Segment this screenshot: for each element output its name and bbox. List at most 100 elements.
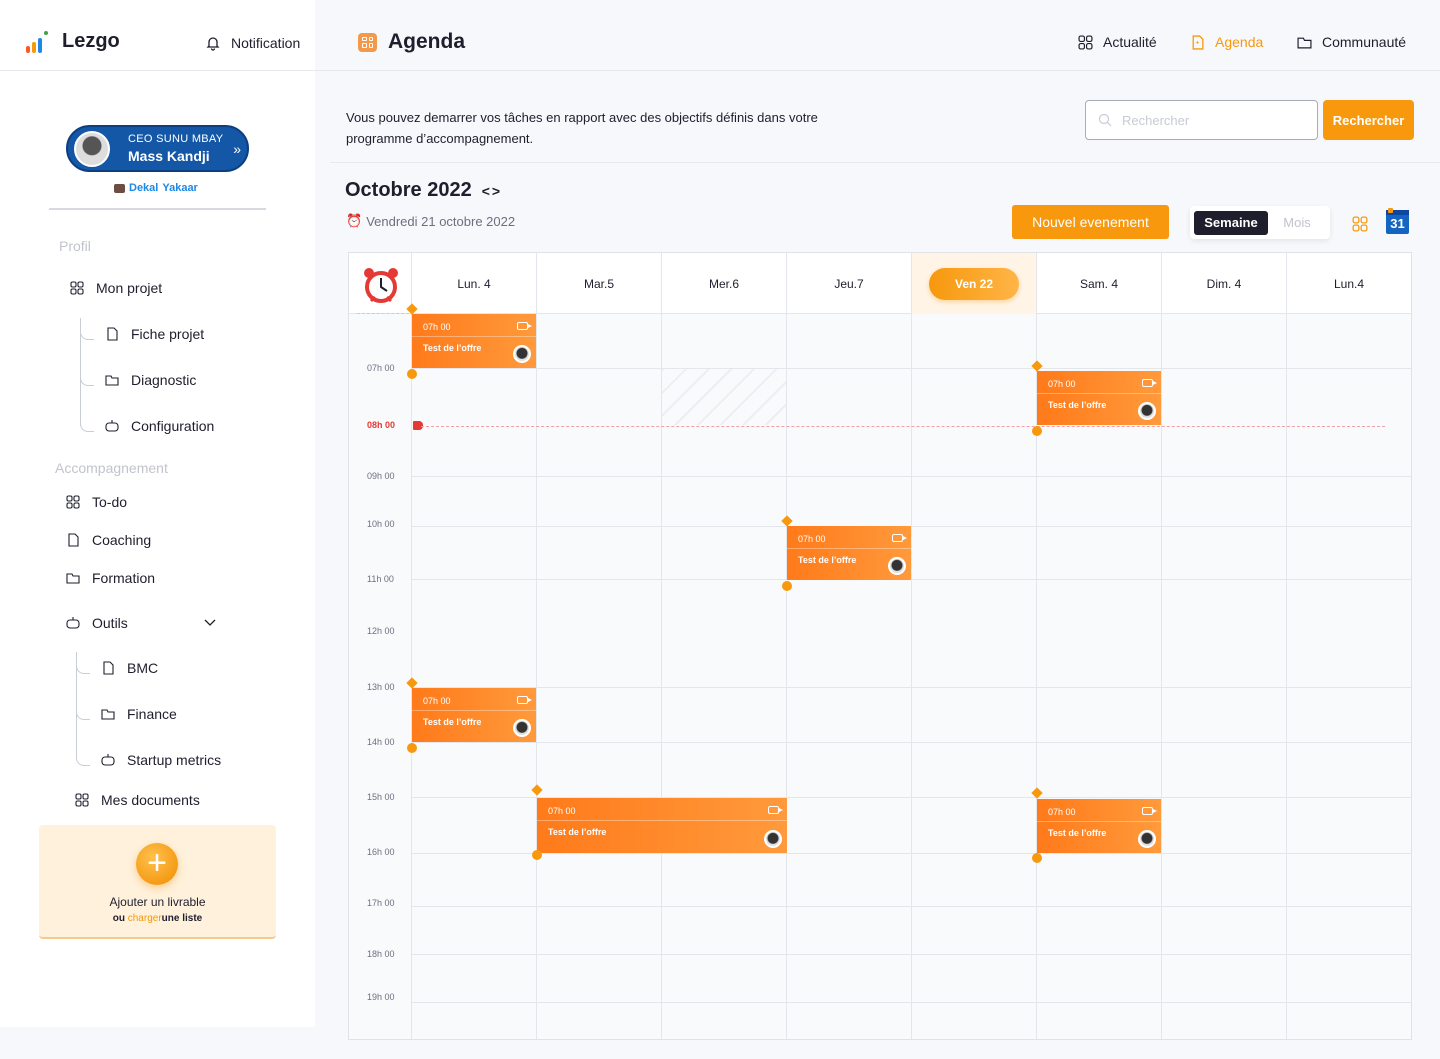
event-resize-handle-bottom[interactable] [1032, 853, 1042, 863]
page-title: Agenda [358, 30, 465, 54]
day-header[interactable]: Sam. 4 [1036, 253, 1161, 314]
day-header-today[interactable]: Ven 22 [911, 253, 1036, 314]
day-header[interactable]: Lun. 4 [411, 253, 536, 314]
avatar [513, 345, 531, 363]
sidebar-item-bmc[interactable]: BMC [101, 660, 158, 676]
sidebar-item-label: Outils [92, 615, 128, 631]
time-label: 14h 00 [367, 737, 395, 747]
event-time: 07h 00 [1048, 379, 1076, 389]
grid-icon [1078, 34, 1093, 50]
today-pill: Ven 22 [929, 267, 1019, 300]
video-camera-icon [517, 696, 532, 704]
event-title: Test de l’offre [798, 555, 857, 565]
hour-line [411, 742, 1411, 743]
calendar-event[interactable]: 07h 00 Test de l’offre [787, 526, 911, 580]
event-resize-handle-bottom[interactable] [782, 581, 792, 591]
google-calendar-icon[interactable]: 31 [1386, 208, 1409, 234]
sidebar-item-coaching[interactable]: Coaching [66, 532, 151, 548]
event-resize-handle-top[interactable] [781, 515, 793, 527]
event-resize-handle-bottom[interactable] [407, 369, 417, 379]
sidebar-item-outils[interactable]: Outils [66, 615, 216, 631]
day-header[interactable]: Mer.6 [661, 253, 786, 314]
calendar-event[interactable]: 07h 00 Test de l’offre [1037, 799, 1161, 853]
event-resize-handle-bottom[interactable] [532, 850, 542, 860]
column-divider [911, 314, 912, 1039]
sidebar-item-finance[interactable]: Finance [101, 706, 177, 722]
event-resize-handle-bottom[interactable] [407, 743, 417, 753]
hour-line [411, 906, 1411, 907]
company-link[interactable]: Dekal Yakaar [114, 182, 198, 194]
search-button[interactable]: Rechercher [1323, 100, 1414, 140]
video-camera-icon [768, 806, 783, 814]
sidebar-item-formation[interactable]: Formation [66, 570, 155, 586]
profile-card[interactable]: CEO SUNU MBAY Mass Kandji » [66, 125, 249, 172]
event-time: 07h 00 [423, 696, 451, 706]
sidebar-item-mon-projet[interactable]: Mon projet [70, 280, 162, 296]
event-time: 07h 00 [798, 534, 826, 544]
sidebar-item-label: To-do [92, 494, 128, 510]
chevron-down-icon [204, 619, 216, 626]
sidebar-item-label: Configuration [131, 418, 215, 434]
new-event-button[interactable]: Nouvel evenement [1012, 205, 1169, 239]
event-resize-handle-top[interactable] [531, 784, 543, 796]
add-deliverable-title: Ajouter un livrable [109, 895, 206, 909]
video-camera-icon [1142, 379, 1157, 387]
calendar-event[interactable]: 07h 00 Test de l’offre [537, 798, 787, 853]
day-header[interactable]: Dim. 4 [1161, 253, 1286, 314]
grid-view-icon[interactable] [1352, 216, 1368, 232]
time-label: 11h 00 [367, 574, 394, 584]
event-title: Test de l’offre [423, 717, 482, 727]
tree-tick [80, 376, 94, 386]
intro-text: Vous pouvez demarrer vos tâches en rappo… [346, 110, 818, 146]
app-logo[interactable]: Lezgo [26, 30, 120, 53]
search-field[interactable] [1085, 100, 1318, 140]
sidebar-item-startup-metrics[interactable]: Startup metrics [101, 752, 221, 768]
view-week-button[interactable]: Semaine [1194, 210, 1268, 235]
search-icon [1098, 113, 1112, 127]
topnav-label: Actualité [1103, 34, 1157, 50]
time-label: 15h 00 [367, 792, 395, 802]
gamepad-icon [101, 754, 115, 766]
sidebar-item-label: Mes documents [101, 792, 200, 808]
event-resize-handle-top[interactable] [1031, 360, 1043, 372]
avatar [1138, 402, 1156, 420]
hour-line [411, 687, 1411, 688]
topnav-actualite[interactable]: Actualité [1078, 34, 1157, 50]
event-resize-handle-bottom[interactable] [1032, 426, 1042, 436]
day-header[interactable]: Mar.5 [536, 253, 661, 314]
day-header[interactable]: Jeu.7 [786, 253, 911, 314]
hour-line [411, 368, 1411, 369]
sidebar-item-diagnostic[interactable]: Diagnostic [105, 372, 196, 388]
column-divider [786, 314, 787, 1039]
current-date: ⏰ Vendredi 21 octobre 2022 [346, 213, 516, 229]
sidebar-item-fiche-projet[interactable]: Fiche projet [105, 326, 204, 342]
day-header[interactable]: Lun.4 [1286, 253, 1411, 314]
sidebar-item-todo[interactable]: To-do [66, 494, 127, 510]
column-divider [1161, 314, 1162, 1039]
month-nav-arrows[interactable]: <> [481, 182, 503, 199]
video-camera-icon [1142, 807, 1157, 815]
avatar [764, 830, 782, 848]
plus-icon: + [147, 844, 167, 882]
time-label: 07h 00 [367, 363, 395, 373]
view-month-button[interactable]: Mois [1283, 215, 1311, 230]
company-second-name: Yakaar [162, 182, 198, 194]
tree-connector [76, 652, 77, 760]
search-input[interactable] [1122, 112, 1302, 128]
sidebar-item-mes-documents[interactable]: Mes documents [75, 792, 200, 808]
calendar-event[interactable]: 07h 00 Test de l’offre [412, 314, 536, 368]
upload-list-link[interactable]: charger [127, 913, 162, 924]
topnav-communaute[interactable]: Communauté [1297, 34, 1406, 50]
sidebar-item-configuration[interactable]: Configuration [105, 418, 214, 434]
sidebar-header-divider [0, 70, 315, 71]
notification-button[interactable]: Notification [205, 35, 300, 51]
calendar-event[interactable]: 07h 00 Test de l’offre [1037, 371, 1161, 425]
sidebar-item-label: Coaching [92, 532, 152, 548]
topnav-agenda[interactable]: Agenda [1190, 34, 1263, 50]
add-deliverable-subtitle: ou chargerune liste [112, 913, 203, 924]
hour-line [411, 1002, 1411, 1003]
add-deliverable-button[interactable]: + [136, 843, 178, 885]
event-time: 07h 00 [1048, 807, 1076, 817]
calendar-event[interactable]: 07h 00 Test de l’offre [412, 688, 536, 742]
hour-line [411, 853, 1411, 854]
